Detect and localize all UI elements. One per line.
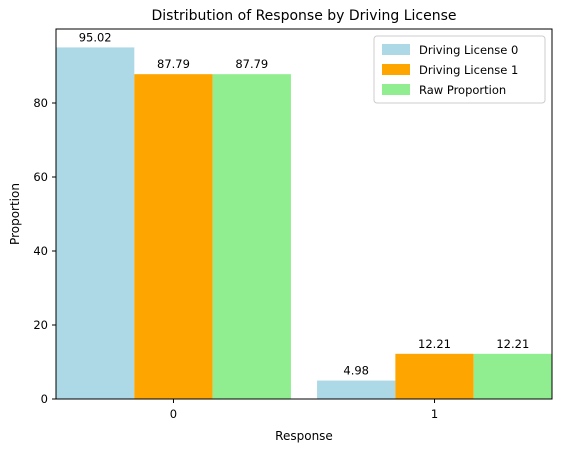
bar-driving-license-0-response-0 — [56, 47, 135, 400]
legend-box — [373, 35, 546, 104]
x-axis-label: Response — [275, 429, 333, 443]
data-label: 87.79 — [157, 57, 190, 71]
x-tick-label: 1 — [431, 407, 438, 421]
data-label: 12.21 — [418, 337, 451, 351]
y-tick-label: 40 — [33, 244, 48, 258]
legend-entry-label: Raw Proportion — [419, 83, 506, 97]
data-label: 12.21 — [496, 337, 529, 351]
plot-area: 95.02 4.98 87.79 12.21 87.79 12.21 — [56, 30, 552, 400]
legend-entry-label: Driving License 1 — [419, 63, 518, 77]
data-label: 4.98 — [343, 364, 369, 378]
legend-swatch — [382, 84, 410, 95]
legend: Driving License 0 Driving License 1 Raw Pr… — [373, 35, 546, 104]
y-tick-label: 80 — [33, 96, 48, 110]
legend-swatch — [382, 64, 410, 75]
bar-driving-license-1-response-0 — [134, 74, 213, 399]
y-tick-label: 0 — [41, 392, 48, 406]
bar-raw-proportion-response-1 — [473, 353, 552, 399]
bar-driving-license-1-response-1 — [395, 353, 474, 399]
data-label: 95.02 — [79, 30, 112, 44]
data-label: 87.79 — [235, 57, 268, 71]
legend-swatch — [382, 44, 410, 55]
bar-raw-proportion-response-0 — [212, 74, 291, 399]
axes-frame — [55, 28, 553, 400]
legend-entry-label: Driving License 0 — [419, 43, 518, 57]
chart-title: Distribution of Response by Driving Lice… — [152, 8, 457, 24]
x-tick-label: 0 — [170, 407, 177, 421]
y-tick-label: 60 — [33, 170, 48, 184]
y-tick-label: 20 — [33, 318, 48, 332]
bar-driving-license-0-response-1 — [317, 380, 396, 399]
y-axis-label: Proportion — [8, 183, 22, 245]
